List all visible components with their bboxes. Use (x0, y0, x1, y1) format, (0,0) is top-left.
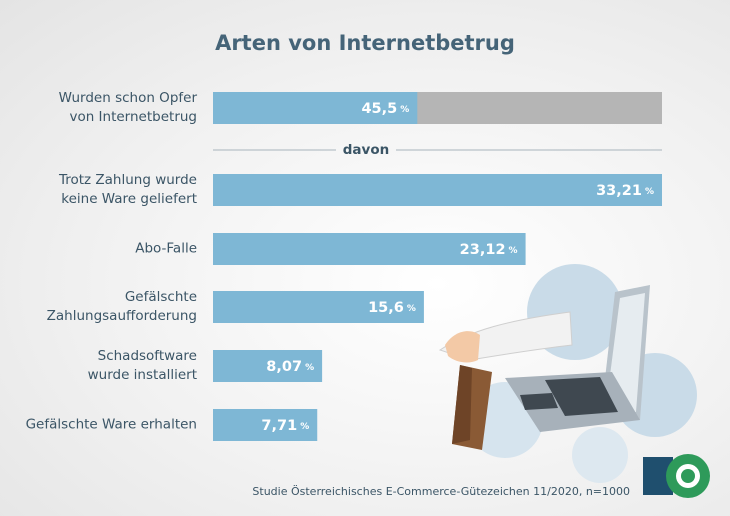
bar (213, 350, 323, 382)
bar (213, 409, 318, 441)
value-number: 8,07 (266, 359, 302, 375)
value-label: 45,5% (361, 101, 409, 117)
value-unit: % (400, 105, 409, 115)
category-label: Schadsoftware wurde installiert (87, 348, 197, 383)
value-number: 23,12 (460, 242, 506, 258)
logo (643, 454, 710, 498)
category-label: Abo-Falle (135, 240, 197, 257)
category-label: Wurden schon Opfer von Internetbetrug (58, 90, 197, 125)
value-unit: % (509, 246, 518, 256)
value-number: 7,71 (261, 418, 297, 434)
bar (213, 233, 526, 265)
bar (213, 92, 418, 124)
category-label: Gefälschte Ware erhalten (25, 416, 197, 433)
value-label: 8,07% (266, 359, 314, 375)
value-label: 23,12% (460, 242, 518, 258)
category-label: Trotz Zahlung wurde keine Ware geliefert (58, 172, 197, 207)
value-number: 45,5 (361, 101, 397, 117)
value-number: 15,6 (368, 300, 404, 316)
category-label: Gefälschte Zahlungsaufforderung (46, 289, 197, 324)
value-label: 7,71% (261, 418, 309, 434)
value-label: 15,6% (368, 300, 416, 316)
chart-title: Arten von Internetbetrug (215, 31, 515, 55)
divider-label: davon (343, 142, 389, 158)
value-number: 33,21 (596, 183, 642, 199)
value-unit: % (300, 422, 309, 432)
source: Studie Österreichisches E-Commerce-Gütez… (252, 485, 630, 498)
value-unit: % (645, 187, 654, 197)
value-unit: % (305, 363, 314, 373)
value-label: 33,21% (596, 183, 654, 199)
bar (213, 291, 424, 323)
value-unit: % (407, 304, 416, 314)
illustration (438, 264, 697, 483)
bar (213, 174, 662, 206)
